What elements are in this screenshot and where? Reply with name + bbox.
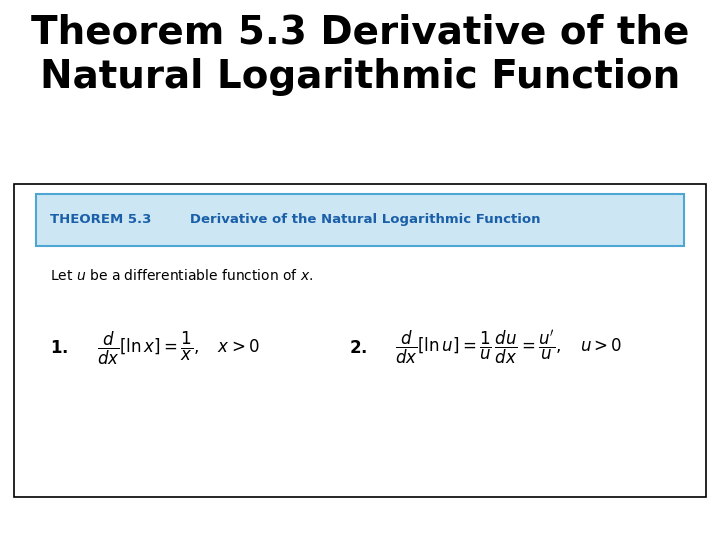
Text: $\dfrac{d}{dx}\left[\ln x\right] = \dfrac{1}{x},\quad x > 0$: $\dfrac{d}{dx}\left[\ln x\right] = \dfra… xyxy=(97,330,260,367)
FancyBboxPatch shape xyxy=(14,184,706,497)
Text: THEOREM 5.3: THEOREM 5.3 xyxy=(50,213,152,226)
Text: Let $u$ be a differentiable function of $x$.: Let $u$ be a differentiable function of … xyxy=(50,268,314,283)
Text: $\dfrac{d}{dx}\left[\ln u\right] = \dfrac{1}{u}\,\dfrac{du}{dx} = \dfrac{u'}{u},: $\dfrac{d}{dx}\left[\ln u\right] = \dfra… xyxy=(395,329,622,367)
Text: $\mathbf{2.}$: $\mathbf{2.}$ xyxy=(349,339,367,357)
FancyBboxPatch shape xyxy=(36,194,684,246)
Text: $\mathbf{1.}$: $\mathbf{1.}$ xyxy=(50,339,68,357)
Text: Theorem 5.3 Derivative of the
Natural Logarithmic Function: Theorem 5.3 Derivative of the Natural Lo… xyxy=(31,14,689,96)
Text: Derivative of the Natural Logarithmic Function: Derivative of the Natural Logarithmic Fu… xyxy=(176,213,541,226)
